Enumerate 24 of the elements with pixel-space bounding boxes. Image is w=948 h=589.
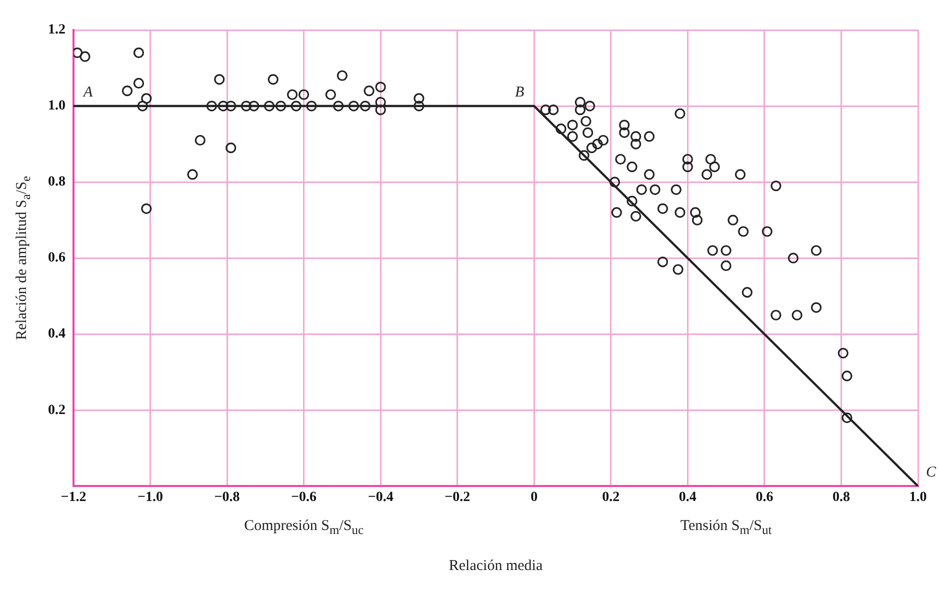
y-tick-label: 0.2 [48,402,66,418]
x-tick-label: 0.6 [756,490,774,506]
annotation: B [514,84,524,100]
x-tick-label: 0 [530,490,538,506]
y-tick-label: 1.2 [48,22,66,38]
text: Compresión S$_{m}$/S$_{uc}$ [243,518,365,538]
x-tick-label: 0.2 [602,490,620,506]
x-tick-label: −0.6 [291,490,317,506]
x-axis-title: Relación media [448,558,544,576]
y-tick-label: 0.4 [48,326,66,342]
x-tick-label: −0.2 [444,490,470,506]
x-tick-label: −1.2 [60,490,86,506]
x-tick-label: −0.4 [368,490,394,506]
y-tick-label: 0.8 [48,174,66,190]
x-tick-label: −0.8 [214,490,240,506]
y-tick-label: 1.0 [48,98,66,114]
text: Tensión S$_{m}$/S$_{ut}$ [679,518,773,538]
annotation: C [926,464,937,481]
x-tick-label: 0.8 [832,490,850,506]
y-tick-label: 0.6 [48,250,66,266]
annotation: A [82,84,94,100]
x-tick-label: 1.0 [909,490,927,506]
x-tick-label: −1.0 [138,490,164,506]
x-tick-label: 0.4 [678,490,696,506]
